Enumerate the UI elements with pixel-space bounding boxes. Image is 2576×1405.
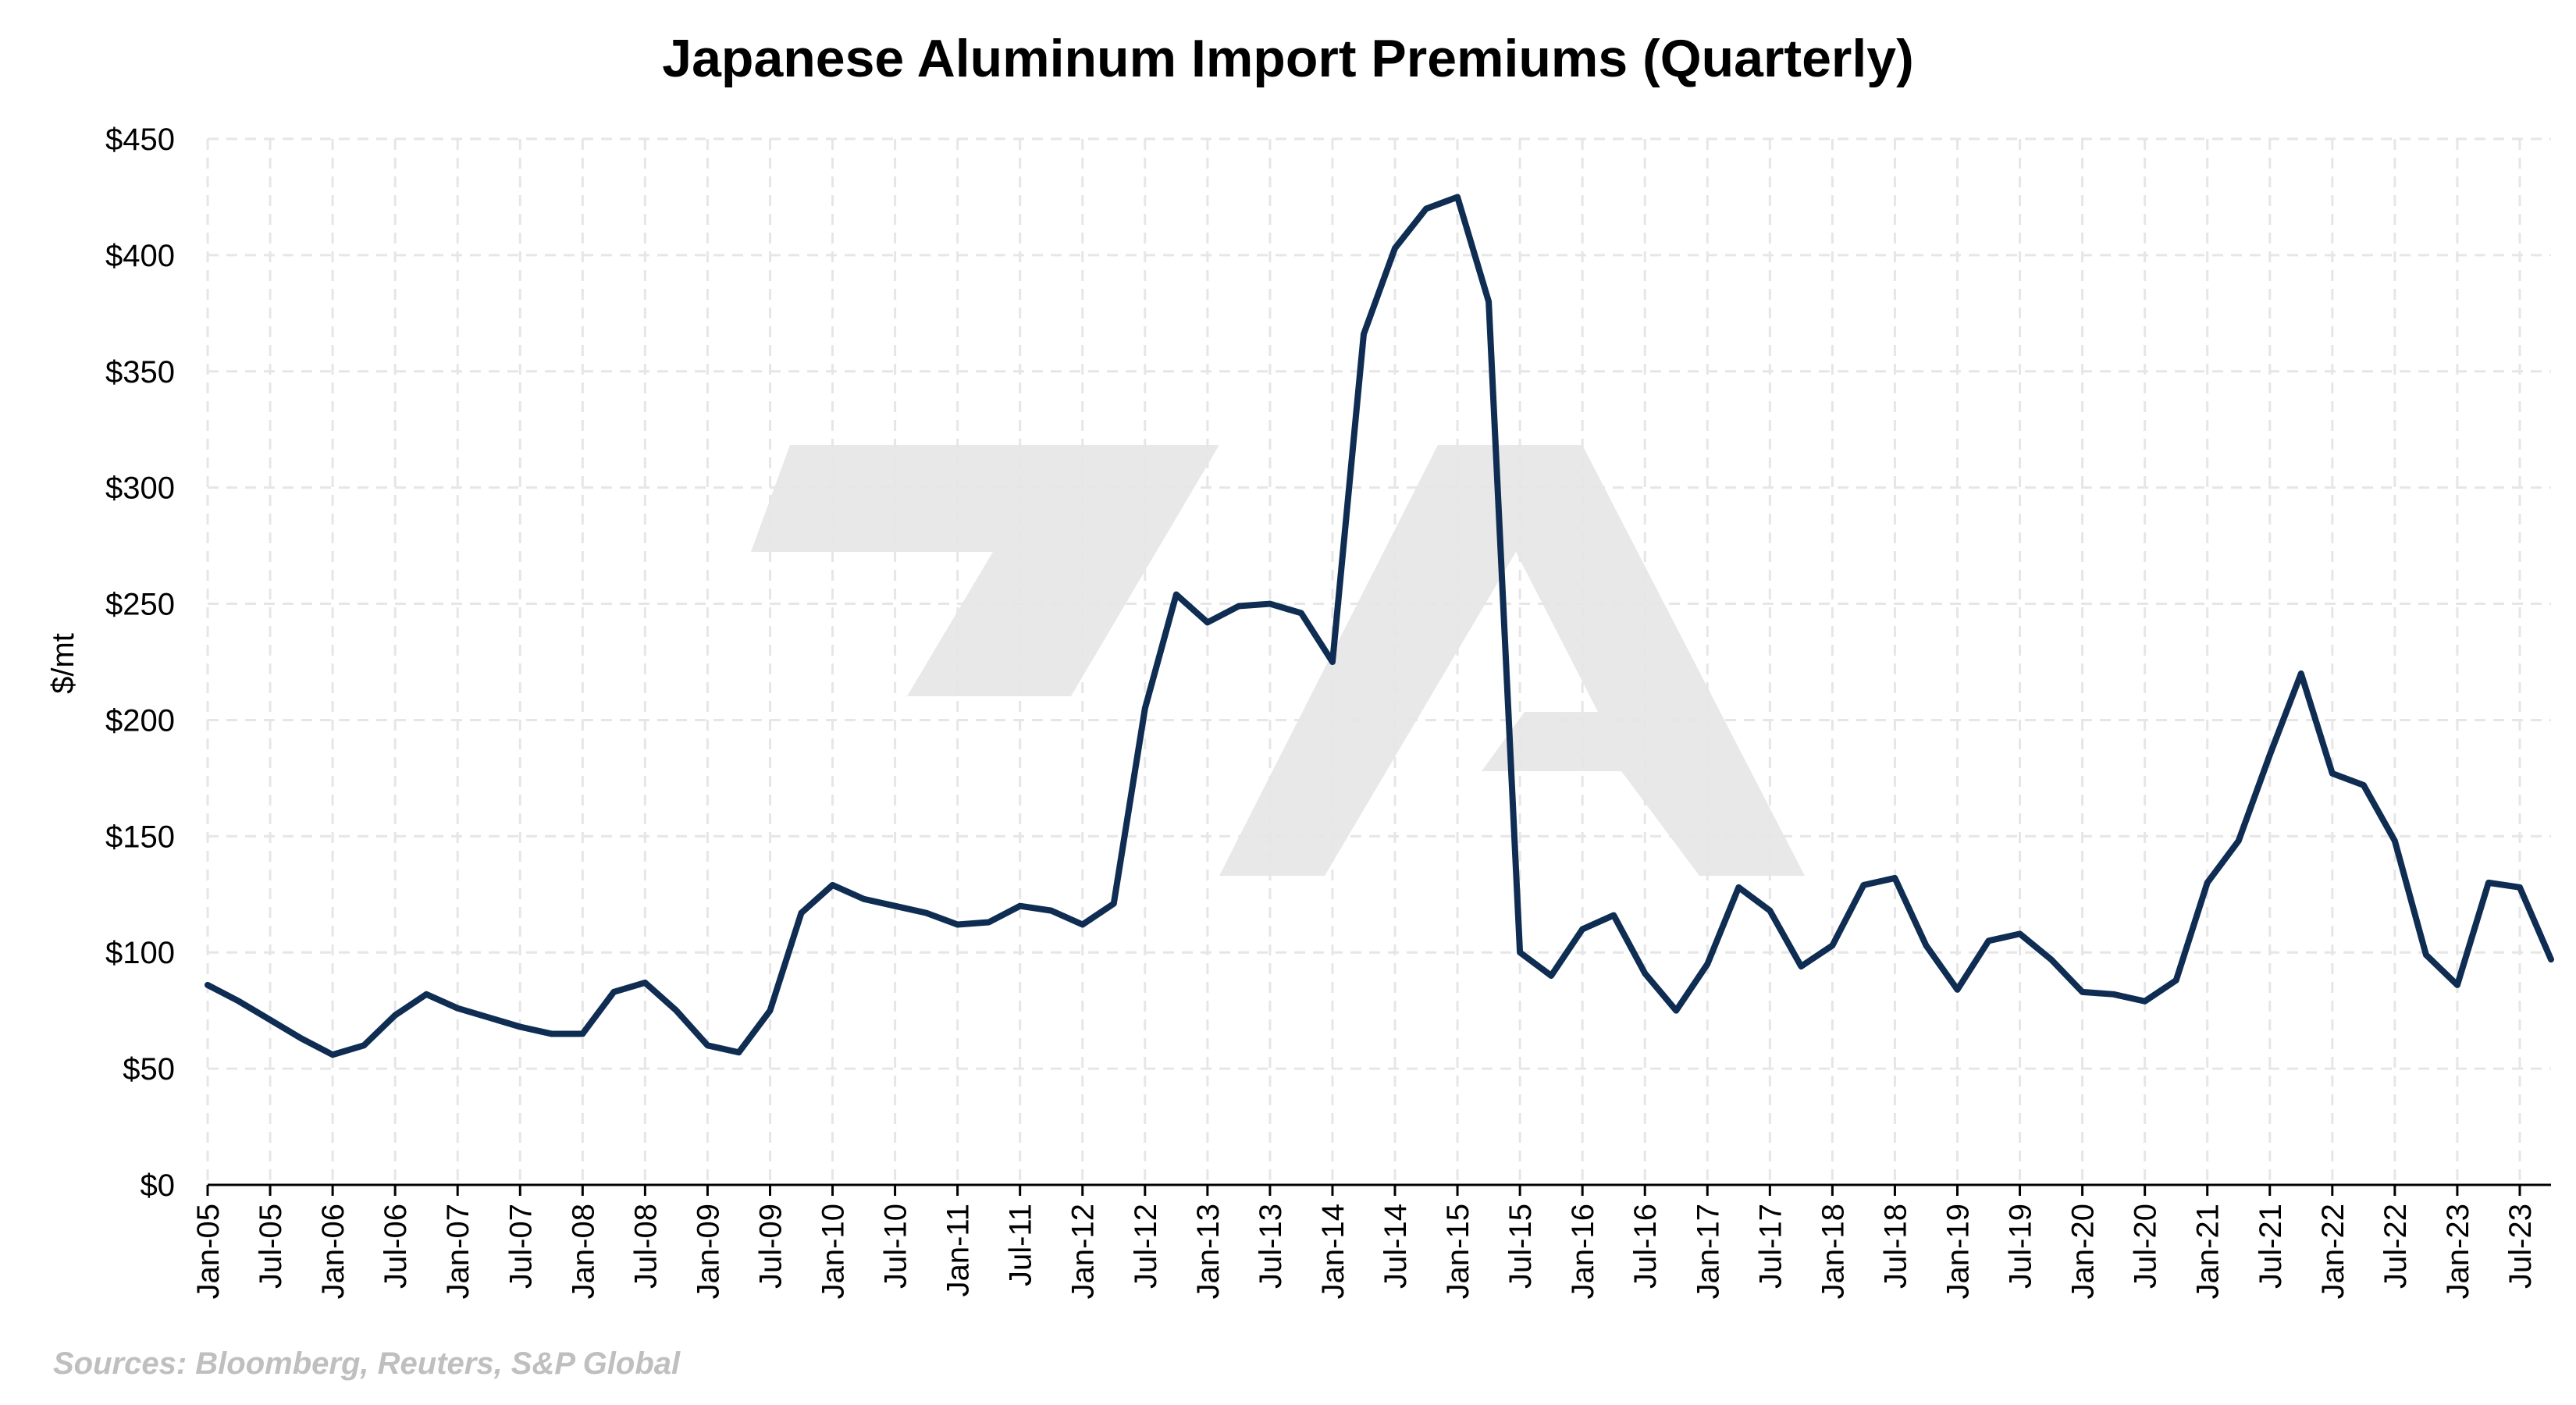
chart-title: Japanese Aluminum Import Premiums (Quart… (662, 29, 1913, 88)
y-tick-label: $450 (105, 123, 175, 157)
x-tick-label: Jan-05 (191, 1204, 226, 1299)
watermark-logo (751, 445, 1805, 876)
x-tick-label: Jul-13 (1254, 1204, 1288, 1289)
x-tick-label: Jan-17 (1691, 1204, 1725, 1299)
x-tick-label: Jan-16 (1566, 1204, 1600, 1299)
x-tick-label: Jan-09 (691, 1204, 725, 1299)
x-tick-label: Jan-06 (316, 1204, 350, 1299)
y-tick-label: $0 (141, 1168, 176, 1203)
x-tick-label: Jul-15 (1503, 1204, 1538, 1289)
x-tick-label: Jul-05 (254, 1204, 288, 1289)
y-axis-ticks: $0 $50 $100 $150 $200 $250 $300 $350 $400 $450 (105, 123, 175, 1203)
x-tick-label: Jul-10 (879, 1204, 913, 1289)
watermark-a-shape (1219, 445, 1805, 876)
watermark-seven-shape (751, 445, 1219, 696)
x-tick-label: Jan-12 (1066, 1204, 1101, 1299)
x-tick-label: Jul-23 (2503, 1204, 2538, 1289)
x-tick-label: Jul-06 (379, 1204, 413, 1289)
x-axis-ticks: Jan-05 Jul-05 Jan-06 Jul-06 Jan-07 Jul-07 Jan-… (191, 1185, 2538, 1299)
y-tick-label: $400 (105, 239, 175, 273)
x-tick-label: Jan-14 (1316, 1204, 1350, 1299)
y-tick-label: $150 (105, 820, 175, 854)
x-tick-label: Jul-19 (2004, 1204, 2038, 1289)
x-tick-label: Jan-11 (941, 1204, 976, 1297)
x-tick-label: Jul-16 (1628, 1204, 1663, 1289)
y-axis-label: $/mt (46, 633, 80, 694)
y-tick-label: $200 (105, 703, 175, 738)
x-tick-label: Jul-22 (2379, 1204, 2413, 1289)
x-tick-label: Jan-13 (1191, 1204, 1226, 1299)
x-tick-label: Jul-12 (1129, 1204, 1163, 1289)
y-tick-label: $350 (105, 355, 175, 389)
x-tick-label: Jan-08 (566, 1204, 600, 1299)
x-tick-label: Jan-20 (2066, 1204, 2101, 1299)
x-tick-label: Jul-17 (1753, 1204, 1788, 1289)
x-tick-label: Jul-07 (503, 1204, 538, 1289)
x-tick-label: Jan-07 (441, 1204, 475, 1299)
x-tick-label: Jul-21 (2254, 1204, 2288, 1289)
y-tick-label: $50 (123, 1052, 175, 1087)
x-tick-label: Jan-18 (1816, 1204, 1850, 1299)
source-note: Sources: Bloomberg, Reuters, S&P Global (53, 1346, 681, 1381)
x-tick-label: Jul-20 (2129, 1204, 2163, 1289)
x-tick-label: Jan-10 (817, 1204, 851, 1299)
series-layer (205, 194, 2554, 1058)
x-tick-label: Jan-19 (1941, 1204, 1975, 1299)
series-line-premium (205, 194, 2554, 1058)
x-tick-label: Jul-09 (753, 1204, 788, 1289)
x-tick-label: Jan-23 (2441, 1204, 2475, 1299)
grid (206, 137, 2551, 1185)
y-tick-label: $300 (105, 471, 175, 506)
y-tick-label: $250 (105, 588, 175, 622)
x-tick-label: Jul-08 (628, 1204, 663, 1289)
x-tick-label: Jul-14 (1379, 1204, 1413, 1289)
y-tick-label: $100 (105, 936, 175, 970)
x-tick-label: Jan-22 (2316, 1204, 2350, 1299)
x-tick-label: Jul-18 (1878, 1204, 1912, 1289)
x-tick-label: Jan-21 (2191, 1204, 2226, 1299)
x-tick-label: Jul-11 (1004, 1204, 1038, 1286)
x-tick-label: Jan-15 (1441, 1204, 1475, 1299)
